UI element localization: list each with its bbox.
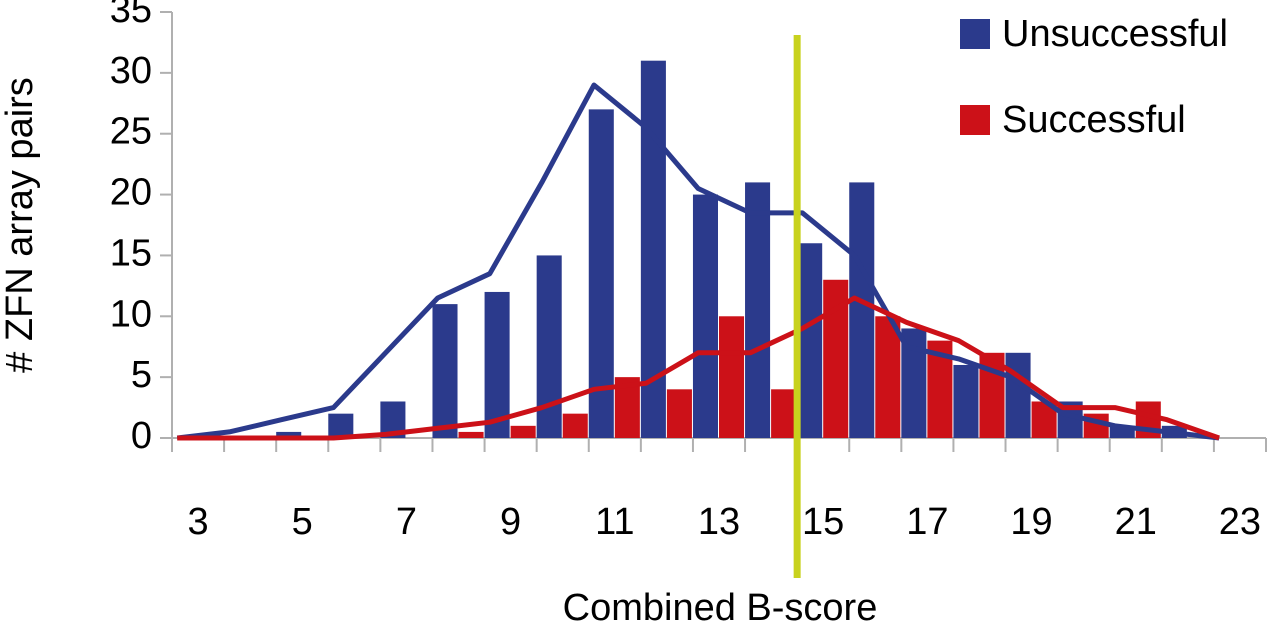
x-tick-label: 21: [1115, 501, 1157, 543]
bar: [458, 431, 484, 438]
bar: [588, 109, 614, 438]
bar: [771, 389, 797, 438]
bar: [953, 364, 979, 438]
y-tick-label: 15: [110, 232, 152, 274]
y-tick-label: 35: [110, 0, 152, 31]
y-tick-label: 30: [110, 50, 152, 92]
y-tick-label: 5: [131, 354, 152, 396]
y-tick-label: 0: [131, 415, 152, 457]
y-tick-label: 25: [110, 111, 152, 153]
bar: [562, 413, 588, 438]
trend-line: [176, 82, 1220, 441]
trend-line: [177, 295, 1220, 441]
bar: [484, 291, 510, 438]
x-tick-label: 15: [802, 501, 844, 543]
y-tick-label: 10: [110, 293, 152, 335]
bar: [328, 413, 354, 438]
x-tick-label: 3: [187, 501, 208, 543]
x-tick-label: 5: [292, 501, 313, 543]
x-tick-label: 7: [396, 501, 417, 543]
legend-label: Successful: [1002, 99, 1186, 141]
x-axis-label: Combined B-score: [563, 587, 878, 629]
bar: [432, 304, 458, 438]
x-tick-label: 11: [595, 501, 634, 543]
bar: [875, 316, 901, 438]
x-tick-label: 19: [1010, 501, 1052, 543]
bar: [692, 194, 718, 438]
legend-label: Unsuccessful: [1002, 13, 1228, 55]
y-axis-label: # ZFN array pairs: [0, 77, 41, 373]
bar: [719, 316, 745, 438]
bar: [510, 425, 536, 438]
bar: [745, 182, 771, 438]
bar: [276, 431, 302, 438]
bar: [1005, 352, 1031, 438]
legend-swatch: [960, 105, 990, 135]
x-tick-label: 23: [1219, 501, 1261, 543]
legend-swatch: [960, 19, 990, 49]
x-tick-label: 9: [500, 501, 521, 543]
bar: [797, 243, 823, 438]
x-tick-label: 17: [906, 501, 948, 543]
bar: [536, 255, 562, 438]
bar: [849, 182, 875, 438]
bar: [666, 389, 692, 438]
x-tick-label: 13: [698, 501, 740, 543]
y-tick-label: 20: [110, 172, 152, 214]
